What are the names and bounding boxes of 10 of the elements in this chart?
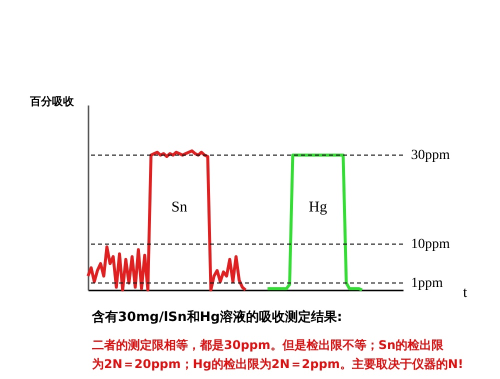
series-label: Hg: [308, 200, 328, 216]
text: 二者的测定限相等，都是30ppm。但是检出限不等；Sn的检出限: [92, 337, 444, 354]
text: 为2N＝20ppm；Hg的检出限为2N＝2ppm。主要取决于仪器的N!: [92, 356, 464, 373]
series-label: Sn: [171, 200, 188, 216]
ref-line-label: 10ppm: [411, 237, 450, 252]
x-axis-title: t: [463, 285, 468, 301]
ref-line-label: 1ppm: [411, 276, 443, 292]
y-axis-title: 百分吸收: [30, 94, 74, 109]
text: 含有30mg/lSn和Hg溶液的吸收测定结果:: [92, 308, 342, 326]
ref-line-label: 30ppm: [411, 148, 450, 164]
